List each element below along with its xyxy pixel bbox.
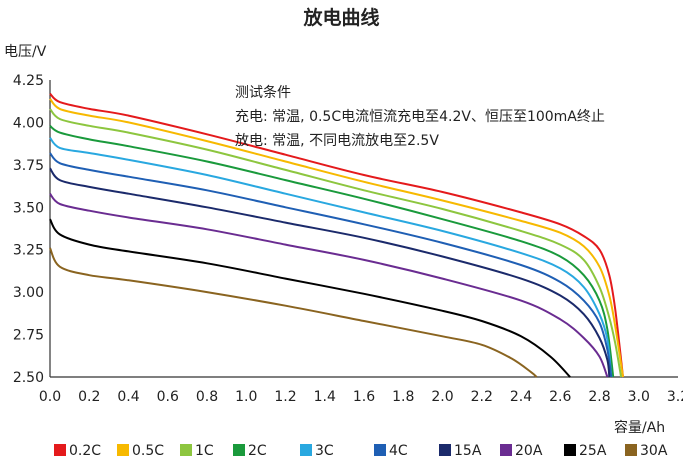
- x-tick-label: 0.6: [157, 389, 179, 405]
- x-tick-label: 1.0: [235, 389, 257, 405]
- x-tick-label: 0.4: [117, 389, 139, 405]
- x-tick-label: 2.6: [549, 389, 571, 405]
- curve-0.5c: [49, 98, 624, 378]
- legend: 0.2C 0.5C 1C 2C 3C 4C 15A 20A 25A 30A: [54, 443, 668, 459]
- legend-swatch-3c: [300, 444, 312, 456]
- discharge-curves: [49, 92, 624, 378]
- legend-label-0.2c: 0.2C: [69, 443, 101, 459]
- legend-swatch-2c: [233, 444, 245, 456]
- legend-label-1c: 1C: [195, 443, 214, 459]
- y-tick-label: 4.00: [13, 115, 44, 131]
- y-tick-label: 3.50: [13, 200, 44, 216]
- x-tick-label: 2.4: [510, 389, 532, 405]
- y-axis-label: 电压/V: [4, 44, 47, 60]
- x-tick-label: 1.4: [314, 389, 336, 405]
- legend-swatch-15a: [439, 444, 451, 456]
- y-tick-labels: 2.50 2.75 3.00 3.25 3.50 3.75 4.00 4.25: [13, 73, 44, 386]
- curve-0.2c: [49, 92, 624, 378]
- chart-title: 放电曲线: [302, 6, 379, 29]
- legend-label-20a: 20A: [515, 443, 543, 459]
- curve-30a: [49, 247, 538, 378]
- legend-label-2c: 2C: [248, 443, 267, 459]
- legend-swatch-25a: [564, 444, 576, 456]
- legend-swatch-0.2c: [54, 444, 66, 456]
- x-tick-label: 2.8: [588, 389, 610, 405]
- condition-discharge: 放电: 常温, 不同电流放电至2.5V: [235, 133, 439, 149]
- x-tick-label: 1.8: [392, 389, 414, 405]
- legend-label-0.5c: 0.5C: [132, 443, 164, 459]
- legend-swatch-1c: [180, 444, 192, 456]
- x-tick-label: 0.2: [78, 389, 100, 405]
- x-tick-labels: 0.0 0.2 0.4 0.6 0.8 1.0 1.2 1.4 1.6 1.8 2.0 2.2 2.4 2…: [39, 389, 683, 405]
- legend-swatch-20a: [500, 444, 512, 456]
- y-tick-label: 3.75: [13, 158, 44, 174]
- condition-heading: 测试条件: [235, 84, 291, 101]
- legend-label-15a: 15A: [454, 443, 482, 459]
- axes: [49, 80, 678, 378]
- curve-1c: [49, 108, 623, 378]
- legend-swatch-4c: [374, 444, 386, 456]
- legend-label-4c: 4C: [389, 443, 408, 459]
- x-tick-label: 1.2: [274, 389, 296, 405]
- legend-label-30a: 30A: [640, 443, 668, 459]
- x-axis-label: 容量/Ah: [614, 419, 665, 436]
- x-tick-label: 2.0: [431, 389, 453, 405]
- y-tick-label: 2.75: [13, 328, 44, 344]
- curve-25a: [49, 218, 571, 378]
- y-tick-label: 4.25: [13, 73, 44, 89]
- x-tick-label: 1.6: [353, 389, 375, 405]
- test-conditions: 测试条件 充电: 常温, 0.5C电流恒流充电至4.2V、恒压至100mA终止 …: [235, 84, 605, 149]
- condition-charge: 充电: 常温, 0.5C电流恒流充电至4.2V、恒压至100mA终止: [235, 109, 605, 125]
- x-tick-label: 0.8: [196, 389, 218, 405]
- x-tick-label: 3.0: [628, 389, 650, 405]
- y-tick-label: 3.00: [13, 285, 44, 301]
- curve-20a: [49, 193, 609, 378]
- curve-15a: [49, 167, 611, 378]
- curve-3c: [49, 137, 613, 378]
- legend-label-3c: 3C: [315, 443, 334, 459]
- x-tick-label: 3.2: [667, 389, 683, 405]
- legend-label-25a: 25A: [579, 443, 607, 459]
- legend-swatch-30a: [625, 444, 637, 456]
- curve-4c: [49, 152, 613, 378]
- curve-2c: [49, 125, 615, 378]
- y-tick-label: 2.50: [13, 370, 44, 386]
- legend-swatch-0.5c: [117, 444, 129, 456]
- x-tick-label: 2.2: [471, 389, 493, 405]
- x-tick-label: 0.0: [39, 389, 61, 405]
- y-tick-label: 3.25: [13, 243, 44, 259]
